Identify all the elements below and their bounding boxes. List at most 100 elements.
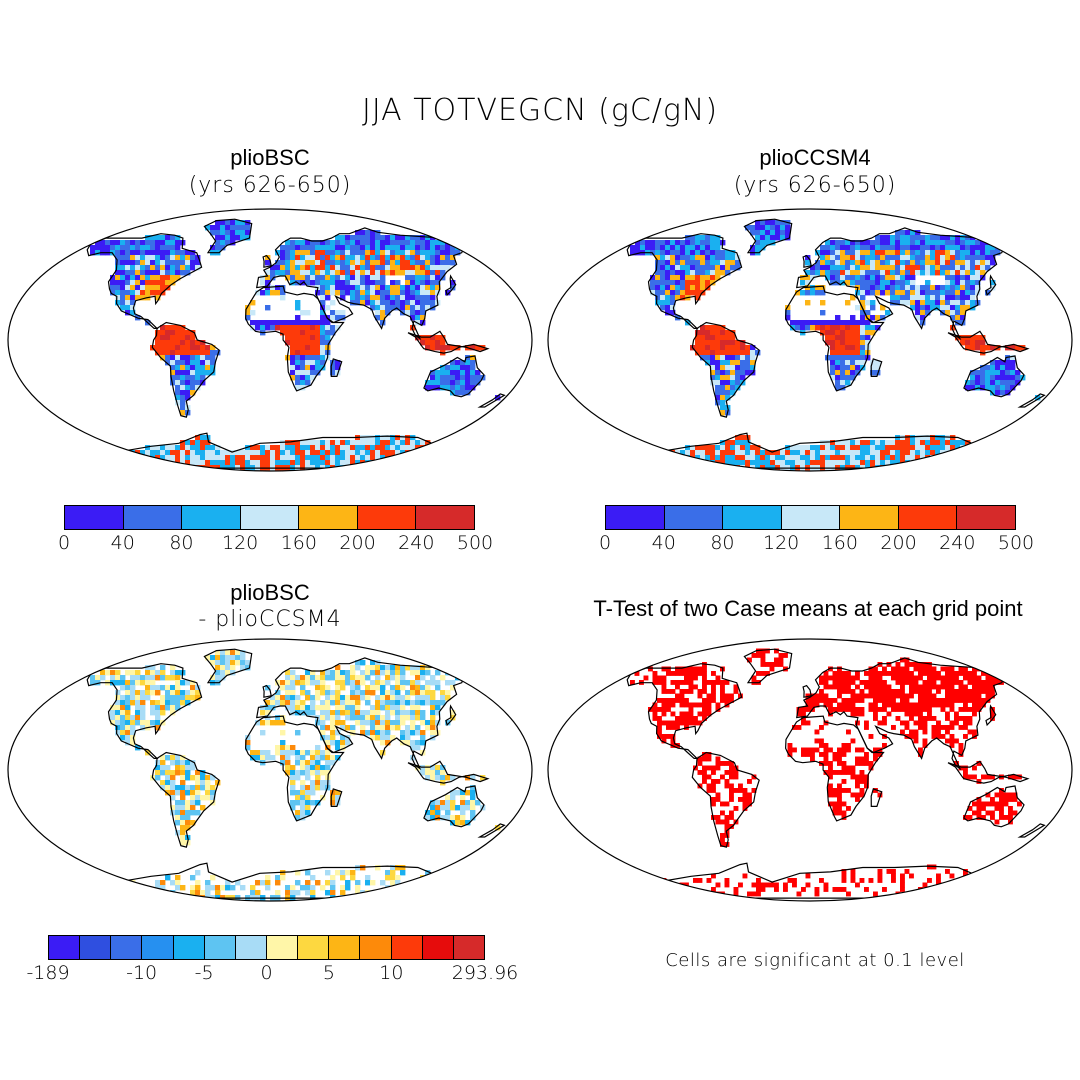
grid-cell bbox=[275, 875, 281, 881]
grid-cell bbox=[260, 280, 266, 286]
grid-cell bbox=[440, 370, 446, 376]
grid-cell bbox=[310, 770, 316, 776]
colorbar-swatch bbox=[781, 506, 841, 529]
grid-cell bbox=[825, 340, 831, 346]
grid-cell bbox=[380, 310, 386, 316]
grid-cell bbox=[440, 265, 446, 271]
grid-cell bbox=[670, 689, 676, 694]
grid-cell bbox=[850, 340, 856, 346]
grid-cell bbox=[864, 761, 869, 766]
grid-cell bbox=[195, 345, 201, 351]
grid-cell bbox=[740, 355, 746, 361]
coastline-newZealand bbox=[477, 823, 506, 838]
grid-cell bbox=[846, 747, 851, 753]
grid-cell bbox=[150, 460, 156, 466]
grid-cell bbox=[819, 675, 824, 681]
grid-cell bbox=[935, 460, 941, 466]
grid-cell bbox=[740, 450, 746, 456]
grid-cell bbox=[960, 305, 966, 311]
grid-cell bbox=[330, 795, 336, 801]
grid-cell bbox=[840, 250, 846, 256]
grid-cell bbox=[850, 450, 856, 456]
grid-cell bbox=[195, 450, 201, 456]
grid-cell bbox=[954, 671, 959, 676]
grid-cell bbox=[325, 270, 331, 276]
grid-cell bbox=[860, 340, 866, 346]
grid-cell bbox=[420, 255, 426, 261]
grid-cell bbox=[960, 310, 966, 316]
grid-cell bbox=[955, 235, 961, 241]
grid-cell bbox=[918, 716, 923, 721]
grid-cell bbox=[385, 450, 391, 456]
grid-cell bbox=[125, 270, 131, 276]
grid-cell bbox=[832, 684, 838, 690]
grid-cell bbox=[435, 335, 441, 341]
grid-cell bbox=[665, 305, 671, 311]
grid-cell bbox=[340, 670, 346, 676]
colorbar-tick-label: 160 bbox=[280, 532, 317, 554]
grid-cell bbox=[960, 450, 966, 456]
grid-cell bbox=[710, 455, 716, 461]
grid-cell bbox=[175, 380, 181, 386]
grid-cell bbox=[825, 330, 831, 336]
grid-cell bbox=[385, 445, 391, 451]
coastline-japan bbox=[445, 704, 457, 727]
grid-cell bbox=[95, 675, 101, 681]
grid-cell bbox=[315, 760, 321, 766]
grid-cell bbox=[295, 265, 301, 271]
grid-cell bbox=[697, 711, 703, 717]
grid-cell bbox=[135, 460, 141, 466]
grid-cell bbox=[940, 666, 946, 672]
grid-cell bbox=[180, 355, 186, 361]
grid-cell bbox=[195, 790, 201, 796]
grid-cell bbox=[305, 765, 311, 771]
map-ttest bbox=[547, 638, 1073, 902]
grid-cell bbox=[805, 320, 811, 326]
grid-cell bbox=[115, 715, 121, 721]
grid-cell bbox=[285, 770, 291, 776]
grid-cell bbox=[882, 702, 887, 708]
map-plioBSC bbox=[7, 208, 533, 472]
grid-cell bbox=[420, 670, 426, 676]
grid-cell bbox=[310, 670, 316, 676]
grid-cell bbox=[865, 270, 871, 276]
grid-cell bbox=[125, 725, 131, 731]
grid-cell bbox=[675, 275, 681, 281]
grid-cell bbox=[475, 345, 481, 351]
grid-cell bbox=[710, 450, 716, 456]
grid-cell bbox=[845, 320, 851, 326]
grid-cell bbox=[460, 800, 466, 806]
grid-cell bbox=[891, 675, 896, 681]
grid-cell bbox=[975, 275, 981, 281]
grid-cell bbox=[305, 325, 311, 331]
grid-cell bbox=[835, 340, 841, 346]
grid-cell bbox=[305, 345, 311, 351]
grid-cell bbox=[700, 285, 706, 291]
grid-cell bbox=[315, 245, 321, 251]
grid-cell bbox=[190, 335, 196, 341]
grid-cell bbox=[190, 440, 196, 446]
grid-cell bbox=[150, 720, 156, 726]
grid-cell bbox=[180, 345, 186, 351]
grid-cell bbox=[960, 280, 966, 286]
grid-cell bbox=[155, 245, 161, 251]
grid-cell bbox=[820, 320, 826, 326]
grid-cell bbox=[95, 250, 101, 256]
grid-cell bbox=[190, 820, 196, 826]
grid-cell bbox=[155, 285, 161, 291]
grid-cell bbox=[855, 345, 861, 351]
grid-cell bbox=[335, 740, 341, 746]
grid-cell bbox=[760, 450, 766, 456]
grid-cell bbox=[170, 235, 176, 241]
grid-cell bbox=[255, 445, 261, 451]
grid-cell bbox=[385, 310, 391, 316]
grid-cell bbox=[450, 360, 456, 366]
grid-cell bbox=[420, 710, 426, 716]
grid-cell bbox=[345, 740, 351, 746]
grid-cell bbox=[330, 260, 336, 266]
grid-cell bbox=[225, 460, 231, 466]
grid-cell bbox=[445, 385, 451, 391]
grid-cell bbox=[855, 350, 861, 356]
grid-cell bbox=[195, 260, 201, 266]
grid-cell bbox=[370, 720, 376, 726]
